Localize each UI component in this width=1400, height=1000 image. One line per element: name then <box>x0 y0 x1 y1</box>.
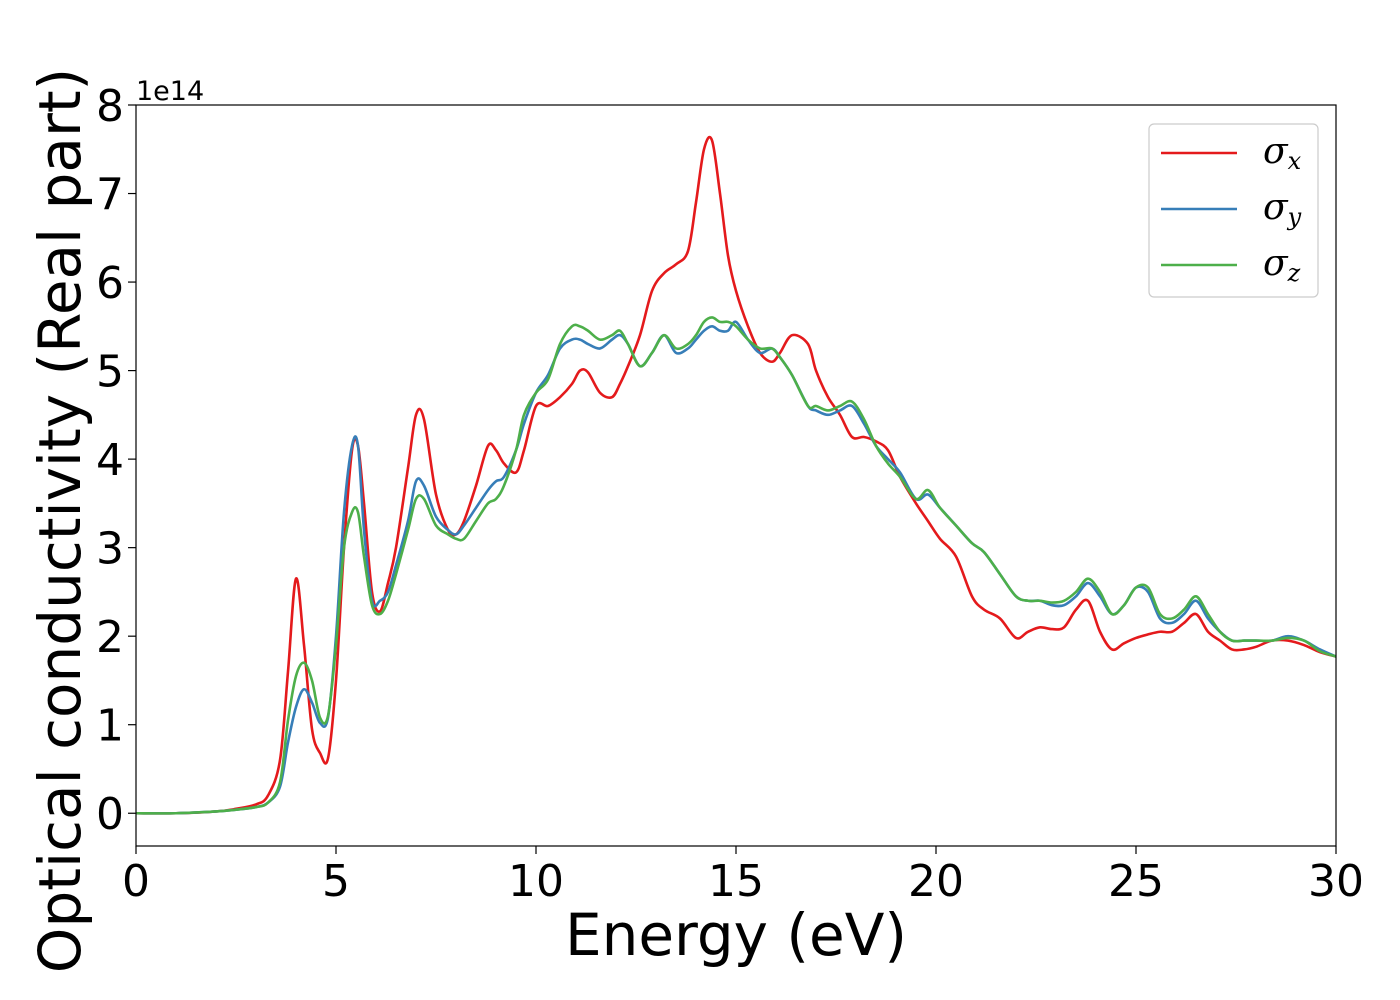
series-line-2 <box>135 320 1337 815</box>
legend: σx σy σz <box>1148 123 1319 298</box>
y-offset-label: 1e14 <box>136 76 204 107</box>
x-tick-label: 20 <box>908 856 964 907</box>
y-tick-label: 3 <box>96 524 124 575</box>
y-tick-label: 8 <box>96 81 124 132</box>
x-tick-label: 0 <box>122 856 150 907</box>
y-axis-ticks: 0 1 2 3 4 5 6 7 8 <box>96 81 136 840</box>
x-axis-title: Energy (eV) <box>565 901 907 969</box>
x-axis-ticks: 0 5 10 15 20 25 30 <box>122 846 1364 907</box>
y-tick-label: 0 <box>96 789 124 840</box>
x-tick-label: 30 <box>1308 856 1364 907</box>
y-tick-label: 6 <box>96 258 124 309</box>
x-tick-label: 10 <box>508 856 564 907</box>
x-tick-label: 25 <box>1108 856 1164 907</box>
legend-label: σx <box>1263 131 1302 175</box>
y-tick-label: 5 <box>96 347 124 398</box>
legend-label: σz <box>1263 243 1301 287</box>
x-tick-label: 15 <box>708 856 764 907</box>
y-tick-label: 1 <box>96 701 124 752</box>
y-axis-title: Optical conductivity (Real part) <box>26 68 94 973</box>
legend-label: σy <box>1263 187 1302 231</box>
legend-box <box>1148 123 1319 298</box>
series-line-3 <box>135 316 1337 815</box>
series-layer <box>135 135 1337 815</box>
y-tick-label: 2 <box>96 612 124 663</box>
y-tick-label: 7 <box>96 170 124 221</box>
x-tick-label: 5 <box>322 856 350 907</box>
y-tick-label: 4 <box>96 435 124 486</box>
